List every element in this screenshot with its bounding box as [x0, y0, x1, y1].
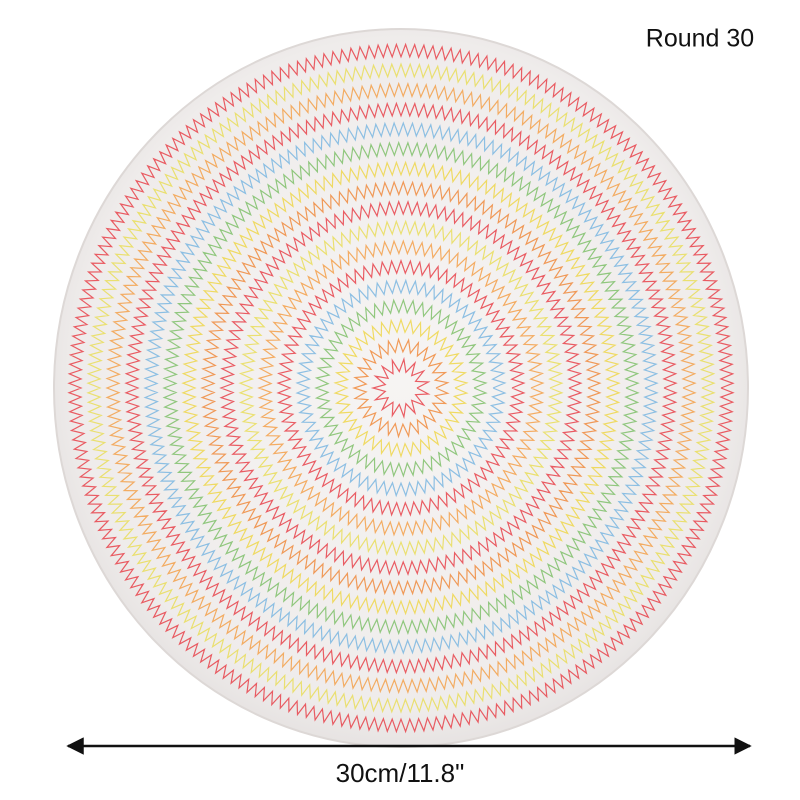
stitch-ring	[370, 356, 431, 420]
stitch-ring	[105, 81, 697, 695]
stitch-ring	[352, 337, 450, 439]
stitch-ring	[295, 278, 507, 498]
stitch-ring	[257, 239, 545, 537]
stitch-ring	[200, 180, 602, 596]
stitch-ring	[276, 258, 526, 518]
stitch-ring	[314, 298, 488, 478]
dimension-label: 30cm/11.8"	[336, 758, 465, 788]
stitch-ring	[86, 62, 716, 714]
stitch-ring	[162, 140, 640, 636]
stitch-ring	[143, 121, 659, 655]
stitch-ring	[333, 317, 469, 459]
stitch-ring	[181, 160, 621, 616]
stitch-ring	[124, 101, 678, 675]
stitch-ring	[238, 219, 564, 557]
placemat	[53, 28, 749, 748]
size-label: Round 30	[646, 25, 754, 53]
stitch-ring	[67, 42, 735, 734]
stitch-rings	[67, 42, 735, 734]
stitch-ring	[219, 199, 583, 577]
